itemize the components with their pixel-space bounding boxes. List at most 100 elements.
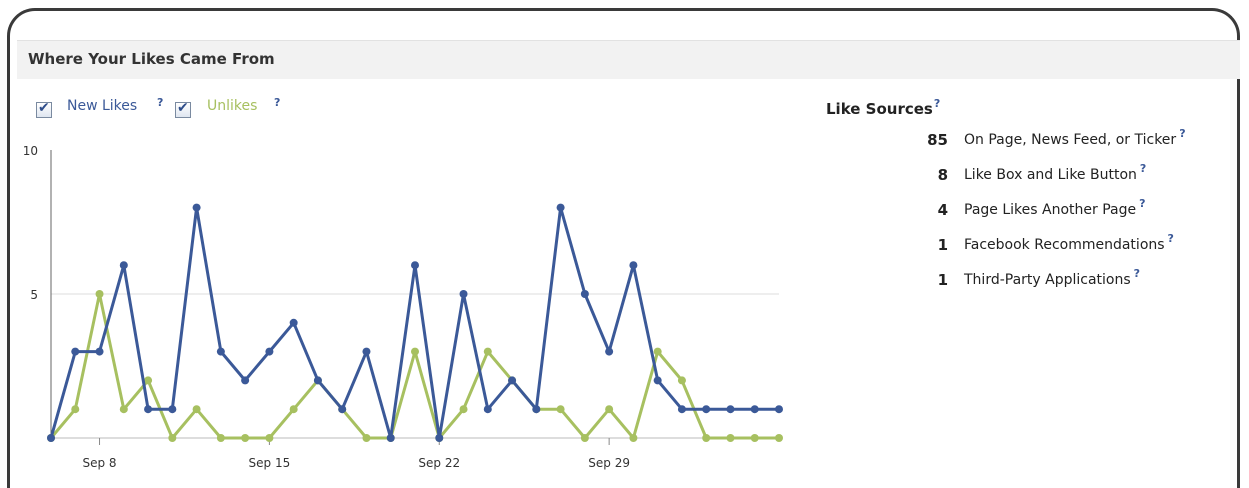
data-point-unlikes[interactable] — [168, 434, 177, 442]
data-point-new-likes[interactable] — [386, 434, 395, 442]
chart-legend: New Likes ? Unlikes ? — [0, 96, 320, 120]
new-likes-label[interactable]: New Likes — [67, 98, 138, 114]
data-point-unlikes[interactable] — [750, 434, 759, 442]
unlikes-checkbox[interactable] — [175, 100, 191, 118]
data-point-new-likes[interactable] — [216, 347, 225, 356]
data-point-new-likes[interactable] — [629, 261, 638, 270]
like-sources-title: Like Sources? — [826, 97, 941, 118]
source-help-icon[interactable]: ? — [1133, 267, 1141, 280]
source-label: Third-Party Applications? — [964, 267, 1140, 288]
data-point-unlikes[interactable] — [702, 434, 711, 442]
data-point-new-likes[interactable] — [168, 405, 177, 414]
data-point-unlikes[interactable] — [580, 434, 589, 442]
source-row: 1 Third-Party Applications? — [900, 267, 1240, 293]
data-point-new-likes[interactable] — [241, 376, 250, 385]
source-label-text: Like Box and Like Button — [964, 167, 1137, 183]
source-help-icon[interactable]: ? — [1139, 162, 1147, 175]
data-point-unlikes[interactable] — [216, 434, 225, 442]
x-tick-label: Sep 15 — [249, 456, 291, 470]
source-label: On Page, News Feed, or Ticker? — [964, 127, 1186, 148]
data-point-unlikes[interactable] — [71, 405, 80, 414]
panel-header: Where Your Likes Came From — [17, 40, 1240, 79]
data-point-new-likes[interactable] — [556, 203, 565, 212]
series-line-new-likes — [49, 206, 779, 440]
new-likes-help-icon[interactable]: ? — [157, 96, 164, 109]
unlikes-help-icon[interactable]: ? — [274, 96, 281, 109]
source-row: 8 Like Box and Like Button? — [900, 162, 1240, 188]
data-point-new-likes[interactable] — [653, 376, 662, 385]
data-point-unlikes[interactable] — [556, 405, 565, 414]
data-point-new-likes[interactable] — [750, 405, 759, 414]
data-point-unlikes[interactable] — [677, 376, 686, 385]
data-point-new-likes[interactable] — [775, 405, 783, 414]
data-point-unlikes[interactable] — [362, 434, 371, 442]
source-label: Like Box and Like Button? — [964, 162, 1146, 183]
data-point-new-likes[interactable] — [144, 405, 153, 414]
source-label: Facebook Recommendations? — [964, 232, 1174, 253]
like-sources-help-icon[interactable]: ? — [933, 97, 941, 110]
data-point-new-likes[interactable] — [95, 347, 104, 356]
data-point-unlikes[interactable] — [459, 405, 468, 414]
data-point-new-likes[interactable] — [47, 434, 55, 442]
like-sources-title-text: Like Sources — [826, 100, 933, 118]
source-count: 8 — [937, 166, 948, 184]
y-tick-label: 10 — [23, 144, 38, 158]
data-point-unlikes[interactable] — [411, 347, 419, 356]
source-count: 1 — [937, 271, 948, 289]
source-row: 4 Page Likes Another Page? — [900, 197, 1240, 223]
source-row: 85 On Page, News Feed, or Ticker? — [900, 127, 1240, 153]
data-point-unlikes[interactable] — [119, 405, 128, 414]
data-point-new-likes[interactable] — [702, 405, 711, 414]
data-point-new-likes[interactable] — [71, 347, 80, 356]
source-label-text: Page Likes Another Page — [964, 202, 1137, 218]
new-likes-checkbox[interactable] — [36, 100, 52, 118]
data-point-new-likes[interactable] — [313, 376, 322, 385]
data-point-unlikes[interactable] — [775, 434, 783, 442]
data-point-new-likes[interactable] — [459, 290, 468, 298]
data-point-new-likes[interactable] — [580, 290, 589, 298]
source-label-text: Facebook Recommendations — [964, 237, 1165, 253]
source-help-icon[interactable]: ? — [1167, 232, 1174, 245]
source-label-text: On Page, News Feed, or Ticker — [964, 132, 1177, 148]
source-help-icon[interactable]: ? — [1139, 197, 1146, 210]
data-point-unlikes[interactable] — [241, 434, 250, 442]
source-count: 4 — [937, 201, 948, 219]
data-point-unlikes[interactable] — [265, 434, 274, 442]
data-point-unlikes[interactable] — [289, 405, 298, 414]
data-point-unlikes[interactable] — [629, 434, 638, 442]
x-tick-label: Sep 22 — [418, 456, 460, 470]
data-point-unlikes[interactable] — [653, 347, 662, 356]
data-point-new-likes[interactable] — [338, 405, 347, 414]
source-count: 85 — [927, 131, 948, 149]
data-point-new-likes[interactable] — [508, 376, 517, 385]
data-point-new-likes[interactable] — [726, 405, 735, 414]
data-point-new-likes[interactable] — [532, 405, 541, 414]
data-point-unlikes[interactable] — [483, 347, 492, 356]
data-point-new-likes[interactable] — [119, 261, 128, 270]
data-point-new-likes[interactable] — [435, 434, 444, 442]
data-point-new-likes[interactable] — [192, 203, 201, 212]
data-point-new-likes[interactable] — [362, 347, 371, 356]
source-count: 1 — [937, 236, 948, 254]
y-tick-label: 5 — [30, 288, 38, 302]
data-point-unlikes[interactable] — [95, 290, 104, 298]
data-point-unlikes[interactable] — [192, 405, 201, 414]
data-point-new-likes[interactable] — [677, 405, 686, 414]
panel-frame — [7, 8, 1240, 488]
source-label-text: Third-Party Applications — [964, 272, 1131, 288]
source-label: Page Likes Another Page? — [964, 197, 1145, 218]
source-help-icon[interactable]: ? — [1179, 127, 1186, 140]
data-point-new-likes[interactable] — [483, 405, 492, 414]
unlikes-label[interactable]: Unlikes — [207, 98, 258, 114]
data-point-new-likes[interactable] — [289, 318, 298, 327]
data-point-new-likes[interactable] — [265, 347, 274, 356]
data-point-new-likes[interactable] — [605, 347, 614, 356]
data-point-unlikes[interactable] — [726, 434, 735, 442]
source-row: 1 Facebook Recommendations? — [900, 232, 1240, 258]
x-tick-label: Sep 8 — [82, 456, 116, 470]
data-point-unlikes[interactable] — [605, 405, 614, 414]
data-point-unlikes[interactable] — [144, 376, 153, 385]
data-point-new-likes[interactable] — [411, 261, 419, 270]
panel-title: Where Your Likes Came From — [28, 50, 275, 68]
